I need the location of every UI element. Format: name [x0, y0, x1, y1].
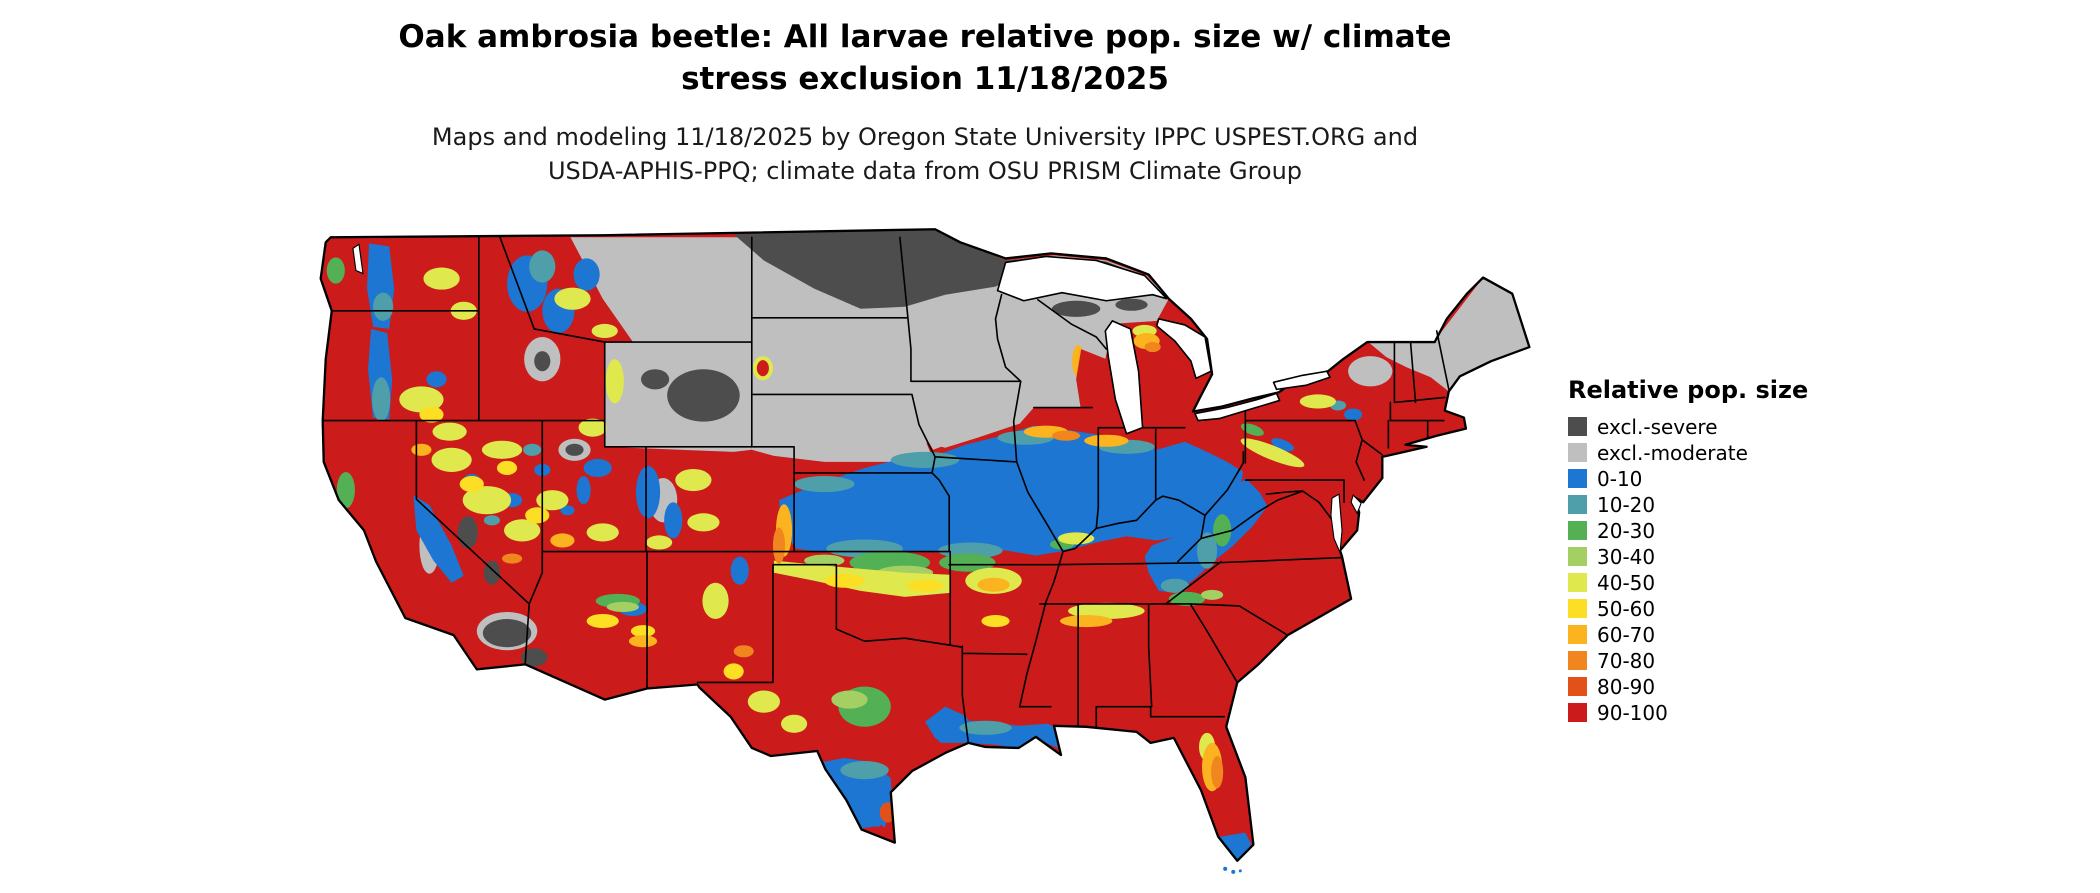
legend-item: 10-20: [1568, 492, 1898, 517]
legend-item: 60-70: [1568, 622, 1898, 647]
legend-label: 60-70: [1597, 622, 1656, 647]
legend-swatch: [1568, 443, 1587, 462]
legend-label: 0-10: [1597, 466, 1643, 491]
pop-50-60-regions: [419, 406, 1010, 680]
legend-item: 30-40: [1568, 544, 1898, 569]
legend-label: 50-60: [1597, 596, 1656, 621]
page-title-line-1: Oak ambrosia beetle: All larvae relative…: [398, 19, 1452, 55]
legend: Relative pop. size excl.-severe excl.-mo…: [1568, 376, 1898, 729]
legend-swatch: [1568, 625, 1587, 644]
legend-swatch: [1568, 495, 1587, 514]
pop-30-40-regions: [606, 554, 1224, 709]
lake-erie: [1194, 392, 1281, 422]
pop-60-70-regions: [411, 332, 1223, 792]
legend-swatch: [1568, 521, 1587, 540]
legend-label: 30-40: [1597, 544, 1656, 569]
legend-title: Relative pop. size: [1568, 376, 1809, 404]
pop-70-80-regions: [501, 342, 1224, 789]
legend-item: 50-60: [1568, 596, 1898, 621]
florida-keys: [1223, 866, 1242, 874]
legend-label: excl.-moderate: [1597, 440, 1748, 465]
map-figure: [300, 198, 1540, 893]
us-map: [319, 228, 1531, 874]
legend-item: 0-10: [1568, 466, 1898, 491]
pop-0-10-regions: [367, 243, 1363, 860]
chesapeake-bay: [1330, 493, 1343, 553]
page-title-line-2: stress exclusion 11/18/2025: [681, 61, 1169, 97]
legend-item: excl.-moderate: [1568, 440, 1898, 465]
legend-label: 40-50: [1597, 570, 1656, 595]
map-header: Oak ambrosia beetle: All larvae relative…: [0, 16, 1850, 188]
legend-label: 70-80: [1597, 648, 1656, 673]
delaware-bay: [1350, 494, 1362, 515]
lake-huron: [1155, 318, 1212, 380]
legend-item: 70-80: [1568, 648, 1898, 673]
subtitle: Maps and modeling 11/18/2025 by Oregon S…: [0, 120, 1850, 188]
legend-label: 20-30: [1597, 518, 1656, 543]
puget-sound: [352, 243, 364, 275]
legend-swatch: [1568, 677, 1587, 696]
legend-item: excl.-severe: [1568, 414, 1898, 439]
subtitle-line-2: USDA-APHIS-PPQ; climate data from OSU PR…: [547, 157, 1303, 185]
state-borders: [321, 236, 1450, 744]
lake-michigan: [1104, 320, 1144, 435]
legend-swatch: [1568, 573, 1587, 592]
legend-label: 10-20: [1597, 492, 1656, 517]
great-lakes: [352, 243, 1362, 553]
legend-label: 80-90: [1597, 674, 1656, 699]
legend-label: 90-100: [1597, 700, 1668, 725]
legend-label: excl.-severe: [1597, 414, 1718, 439]
lake-ontario: [1272, 370, 1331, 391]
legend-swatch: [1568, 703, 1587, 722]
legend-item: 40-50: [1568, 570, 1898, 595]
legend-item: 80-90: [1568, 674, 1898, 699]
raster-layer: [320, 229, 1530, 861]
legend-swatch: [1568, 651, 1587, 670]
legend-swatch: [1568, 469, 1587, 488]
legend-swatch: [1568, 599, 1587, 618]
legend-swatch: [1568, 547, 1587, 566]
subtitle-line-1: Maps and modeling 11/18/2025 by Oregon S…: [431, 123, 1419, 151]
legend-swatch: [1568, 417, 1587, 436]
lake-superior: [996, 255, 1168, 302]
legend-item: 20-30: [1568, 518, 1898, 543]
legend-item: 90-100: [1568, 700, 1898, 725]
